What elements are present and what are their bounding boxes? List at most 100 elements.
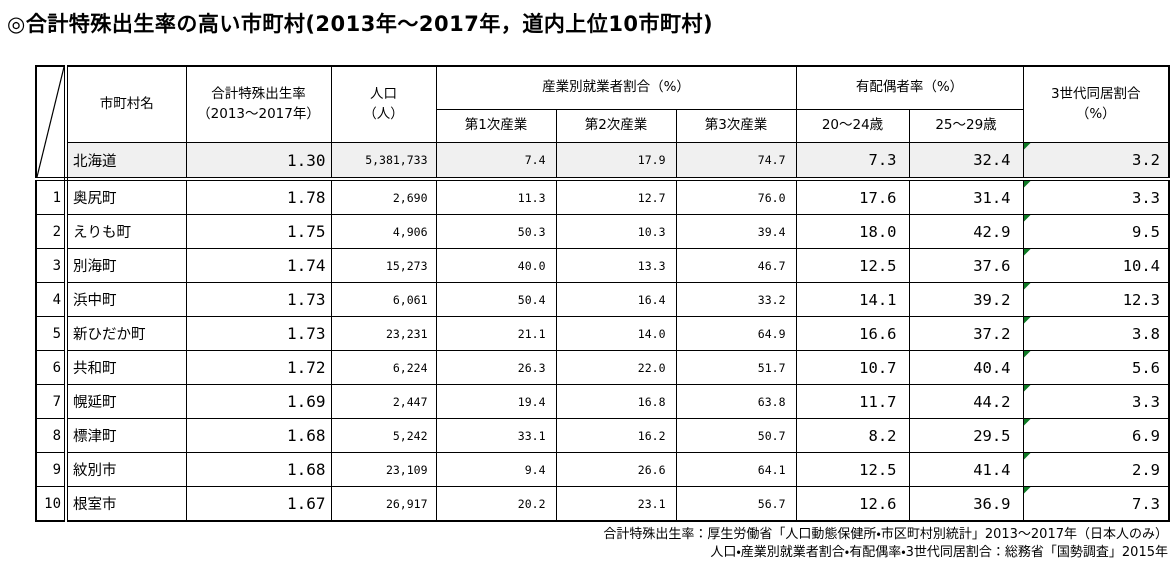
fertility-table: 市町村名 合計特殊出生率 （2013～2017年） 人口 （人） 産業別就業者割… [35,65,1171,522]
spouse-25-29-cell: 42.9 [908,214,1024,249]
tfr-cell: 1.69 [185,384,332,419]
spouse-20-24-cell: 8.2 [795,418,910,453]
3gen-cell: 3.3 [1022,178,1170,215]
3gen-cell: 3.2 [1022,142,1170,181]
header-row-2: 第1次産業 第2次産業 第3次産業 20～24歳 25～29歳 [36,109,1169,143]
3gen-value: 12.3 [1122,290,1161,309]
table-row: 7 幌延町 1.69 2,447 19.4 16.8 63.8 11.7 44.… [35,384,1170,419]
col-header-spouse-20-24: 20～24歳 [795,109,910,143]
industry1-cell: 19.4 [435,384,557,419]
tfr-cell: 1.78 [185,178,332,215]
corner-diagonal-cell [35,65,68,181]
table-row: 1 奥尻町 1.78 2,690 11.3 12.7 76.0 17.6 31.… [35,178,1170,215]
excel-error-triangle-icon [1024,351,1031,358]
industry2-cell: 14.0 [555,316,677,351]
col-group-spouse-rate: 有配偶者率（%） [795,65,1024,110]
excel-error-triangle-icon [1024,385,1031,392]
col-header-population-line2: （人） [363,105,404,122]
rank-cell: 6 [35,350,68,385]
tfr-cell: 1.67 [185,486,332,522]
spouse-20-24-cell: 18.0 [795,214,910,249]
industry3-cell: 39.4 [675,214,797,249]
spouse-20-24-cell: 7.3 [795,142,910,181]
excel-error-triangle-icon [1024,487,1031,494]
excel-error-triangle-icon [1024,283,1031,290]
3gen-cell: 9.5 [1022,214,1170,249]
industry1-cell: 26.3 [435,350,557,385]
industry1-cell: 7.4 [435,142,557,181]
source-footnotes: 合計特殊出生率：厚生労働省「人口動態保健所・市区町村別統計」2013～2017年… [35,526,1168,561]
rank-cell: 10 [35,486,68,522]
tfr-cell: 1.72 [185,350,332,385]
municipality-cell: 別海町 [65,248,187,283]
3gen-cell: 2.9 [1022,452,1170,487]
col-group-industry: 産業別就業者割合（%） [435,65,797,110]
col-header-municipality: 市町村名 [65,65,187,143]
industry3-cell: 76.0 [675,178,797,215]
col-header-spouse-25-29: 25～29歳 [908,109,1024,143]
rank-cell: 5 [35,316,68,351]
table-row: 3 別海町 1.74 15,273 40.0 13.3 46.7 12.5 37… [35,248,1170,283]
col-header-tfr-line2: （2013～2017年） [197,105,320,122]
spouse-20-24-cell: 17.6 [795,178,910,215]
industry2-cell: 12.7 [555,178,677,215]
rank-cell: 7 [35,384,68,419]
3gen-value: 3.8 [1132,324,1161,343]
municipality-cell: 根室市 [65,486,187,522]
spouse-25-29-cell: 37.2 [908,316,1024,351]
tfr-cell: 1.74 [185,248,332,283]
industry1-cell: 40.0 [435,248,557,283]
industry2-cell: 26.6 [555,452,677,487]
col-header-industry-1: 第1次産業 [435,109,557,143]
population-cell: 23,231 [330,316,437,351]
industry3-cell: 56.7 [675,486,797,522]
3gen-value: 3.3 [1132,392,1161,411]
excel-error-triangle-icon [1024,215,1031,222]
industry2-cell: 10.3 [555,214,677,249]
table-row: 10 根室市 1.67 26,917 20.2 23.1 56.7 12.6 3… [35,486,1170,522]
table-row: 2 えりも町 1.75 4,906 50.3 10.3 39.4 18.0 42… [35,214,1170,249]
industry2-cell: 23.1 [555,486,677,522]
industry3-cell: 46.7 [675,248,797,283]
3gen-value: 7.3 [1132,494,1161,513]
excel-error-triangle-icon [1024,419,1031,426]
3gen-cell: 12.3 [1022,282,1170,317]
rank-cell: 9 [35,452,68,487]
col-header-3gen: 3世代同居割合 （%） [1022,65,1170,143]
3gen-value: 5.6 [1132,358,1161,377]
municipality-cell: 新ひだか町 [65,316,187,351]
spouse-20-24-cell: 16.6 [795,316,910,351]
3gen-cell: 5.6 [1022,350,1170,385]
spouse-25-29-cell: 29.5 [908,418,1024,453]
population-cell: 6,224 [330,350,437,385]
population-cell: 2,447 [330,384,437,419]
footnote-census-source: 人口・産業別就業者割合・有配偶率・3世代同居割合：総務省「国勢調査」2015年 [710,544,1168,560]
3gen-value: 6.9 [1132,426,1161,445]
spouse-20-24-cell: 12.6 [795,486,910,522]
population-cell: 26,917 [330,486,437,522]
industry2-cell: 13.3 [555,248,677,283]
spouse-20-24-cell: 11.7 [795,384,910,419]
excel-error-triangle-icon [1024,453,1031,460]
spouse-25-29-cell: 31.4 [908,178,1024,215]
col-header-tfr-line1: 合計特殊出生率 [211,85,306,102]
population-cell: 5,242 [330,418,437,453]
spouse-20-24-cell: 12.5 [795,452,910,487]
tfr-cell: 1.73 [185,282,332,317]
industry2-cell: 16.8 [555,384,677,419]
spouse-25-29-cell: 36.9 [908,486,1024,522]
industry1-cell: 11.3 [435,178,557,215]
spouse-25-29-cell: 39.2 [908,282,1024,317]
municipality-cell: 共和町 [65,350,187,385]
municipality-cell: 標津町 [65,418,187,453]
tfr-cell: 1.68 [185,418,332,453]
industry3-cell: 51.7 [675,350,797,385]
industry3-cell: 50.7 [675,418,797,453]
3gen-value: 9.5 [1132,222,1161,241]
3gen-cell: 6.9 [1022,418,1170,453]
table-row: 9 紋別市 1.68 23,109 9.4 26.6 64.1 12.5 41.… [35,452,1170,487]
excel-error-triangle-icon [1024,317,1031,324]
3gen-value: 3.3 [1132,188,1161,207]
municipality-cell: 紋別市 [65,452,187,487]
spouse-20-24-cell: 10.7 [795,350,910,385]
